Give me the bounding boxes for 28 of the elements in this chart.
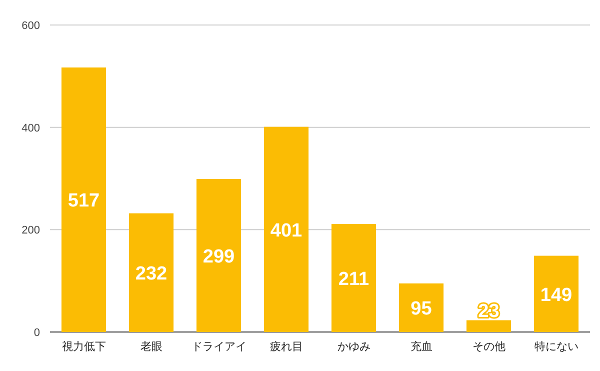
bar	[128, 213, 174, 332]
x-tick-label: 特にない	[534, 341, 578, 353]
bar	[534, 256, 579, 332]
x-tick-label: ドライアイ	[191, 341, 246, 353]
bar	[398, 283, 444, 332]
bar	[264, 126, 309, 332]
data-label: 149	[540, 284, 572, 306]
y-tick-label: 200	[22, 224, 40, 237]
bar	[331, 224, 376, 332]
x-tick-label: 疲れ目	[270, 340, 303, 353]
data-label: 232	[135, 264, 168, 285]
data-label: 517	[68, 190, 100, 212]
x-tick-label: その他	[472, 341, 506, 353]
y-tick-label: 400	[22, 122, 40, 134]
data-label: 299	[202, 246, 235, 268]
bar	[466, 320, 512, 332]
data-label: 401	[270, 220, 303, 242]
x-tick-label: 視力低下	[62, 340, 106, 353]
x-tick-label: 老眼	[140, 340, 162, 353]
x-tick-label: 充血	[410, 340, 432, 353]
y-tick-label: 600	[22, 20, 40, 32]
data-label: 95	[410, 298, 432, 320]
y-tick-label: 0	[34, 327, 40, 339]
x-tick-label: かゆみ	[337, 341, 370, 353]
bar	[196, 179, 242, 332]
data-label: 23	[478, 301, 500, 322]
bar	[61, 67, 106, 332]
data-label: 211	[338, 269, 370, 290]
